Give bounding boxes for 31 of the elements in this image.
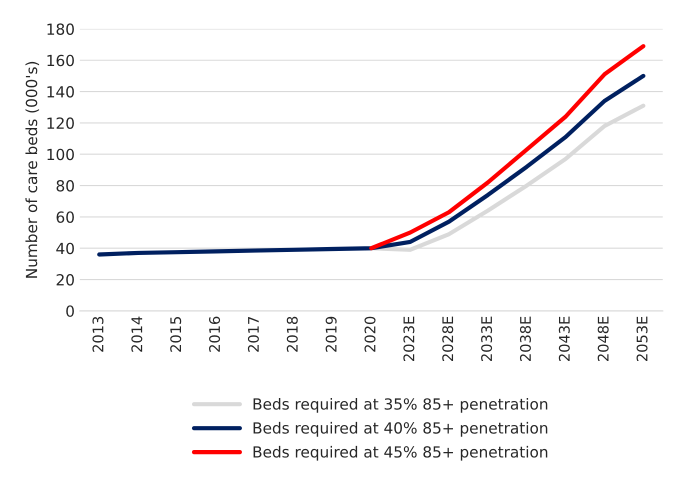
y-axis-title: Number of care beds (000's)	[25, 62, 40, 278]
y-tick-label: 20	[56, 274, 74, 286]
line-series	[97, 74, 646, 257]
legend-label: Beds required at 45% 85+ penetration	[254, 446, 548, 461]
x-tick-label: 2023E	[403, 316, 414, 362]
x-tick-label: 2033E	[481, 316, 492, 362]
y-tick-label: 140	[47, 86, 74, 98]
y-tick-label: 120	[47, 117, 74, 129]
x-tick-label: 2016	[209, 316, 220, 352]
y-tick-label: 80	[56, 180, 74, 192]
x-tick-label: 2018	[286, 316, 298, 352]
x-tick-label: 2053E	[636, 316, 648, 362]
legend-label: Beds required at 35% 85+ penetration	[254, 398, 548, 413]
x-tick-label: 2015	[170, 317, 182, 352]
y-tick-label: 180	[47, 23, 74, 35]
x-tick-label: 2017	[248, 317, 259, 352]
x-tick-label: 2014	[131, 316, 142, 352]
x-tick-label: 2028E	[442, 316, 454, 362]
x-tick-label: 2020	[364, 316, 376, 352]
y-tick-label: 60	[56, 211, 74, 223]
line-series	[369, 44, 646, 250]
y-tick-label: 160	[47, 54, 74, 66]
x-tick-label: 2043E	[558, 316, 570, 362]
x-tick-label: 2038E	[520, 316, 531, 362]
y-tick-label: 100	[47, 148, 74, 160]
x-tick-label: 2048E	[598, 316, 609, 362]
x-tick-label: 2013	[92, 316, 104, 352]
y-tick-label: 40	[56, 242, 74, 254]
x-tick-label: 2019	[326, 316, 337, 352]
y-tick-label: 0	[66, 305, 74, 317]
legend-label: Beds required at 40% 85+ penetration	[254, 422, 548, 437]
